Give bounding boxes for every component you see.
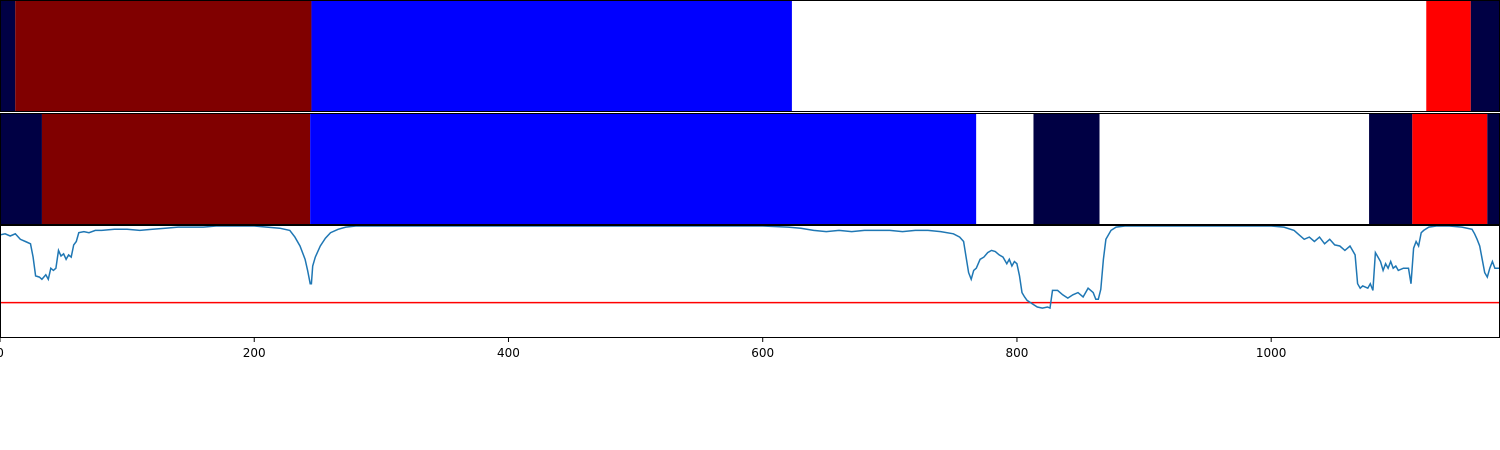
x-tick-label-0: 0: [0, 346, 4, 360]
track-2-segment-4: [976, 114, 1034, 225]
x-tick-label-200: 200: [243, 346, 266, 360]
x-axis: 0 200 400 600 800 1000: [0, 338, 1286, 360]
track-1-segment-6: [1470, 1, 1500, 112]
segment-track-1: [0, 1, 1500, 112]
x-tick-label-800: 800: [1005, 346, 1028, 360]
track-1-segment-4: [791, 1, 1427, 112]
track-2-segment-8: [1412, 114, 1488, 225]
segment-track-2: [0, 114, 1500, 225]
x-tick-label-600: 600: [751, 346, 774, 360]
track-2-segment-3: [310, 114, 977, 225]
line-panel-frame: [0, 225, 1500, 338]
track-1-segment-5: [1426, 1, 1471, 112]
track-1-segment-2: [15, 1, 312, 112]
track-2-segment-7: [1369, 114, 1413, 225]
x-tick-label-400: 400: [497, 346, 520, 360]
track-1-segment-1: [0, 1, 16, 112]
track-2-segment-1: [0, 114, 42, 225]
track-2-segment-5: [1033, 114, 1100, 225]
track-2-segment-2: [41, 114, 311, 225]
track-2-segment-9: [1487, 114, 1500, 225]
x-tick-label-1000: 1000: [1256, 346, 1287, 360]
track-2-segment-6: [1099, 114, 1370, 225]
line-panel: [0, 225, 1500, 310]
track-1-segment-3: [311, 1, 792, 112]
score-line: [0, 225, 1500, 310]
